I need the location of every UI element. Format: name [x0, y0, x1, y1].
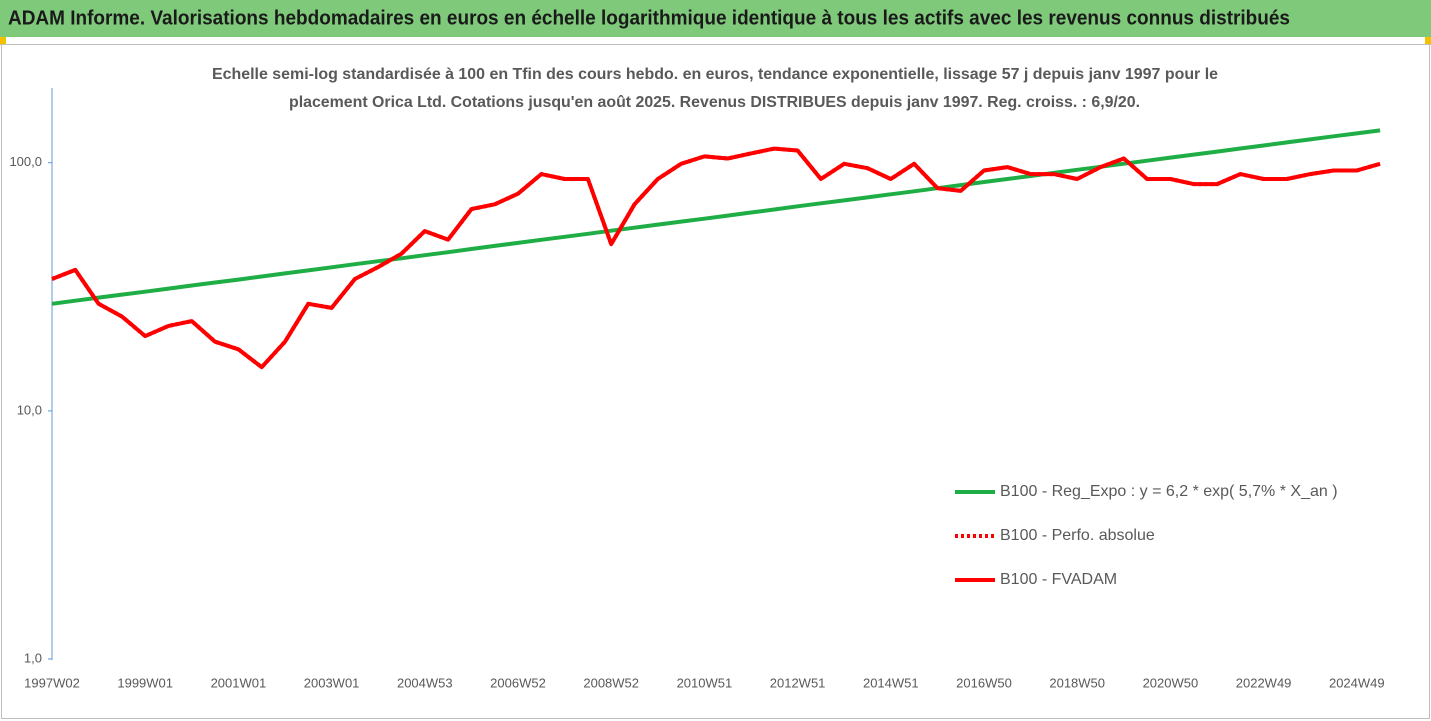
x-tick-label: 2024W49 [1329, 675, 1385, 690]
series-line [51, 128, 1381, 306]
x-tick-label: 2020W50 [1143, 675, 1199, 690]
x-tick-label: 2004W53 [397, 675, 453, 690]
x-tick-label: 2008W52 [583, 675, 639, 690]
series-line [51, 146, 1381, 370]
chart-subtitle: Echelle semi-log standardisée à 100 en T… [212, 66, 1218, 83]
y-tick-label: 1,0 [24, 650, 42, 665]
x-tick-label: 2022W49 [1236, 675, 1292, 690]
legend-label: B100 - FVADAM [1000, 571, 1117, 588]
x-tick-label: 2018W50 [1049, 675, 1105, 690]
x-tick-label: 2014W51 [863, 675, 919, 690]
x-tick-label: 2001W01 [211, 675, 267, 690]
x-tick-label: 1999W01 [117, 675, 173, 690]
x-tick-label: 2003W01 [304, 675, 360, 690]
x-tick-label: 2006W52 [490, 675, 546, 690]
legend-label: B100 - Perfo. absolue [1000, 527, 1155, 544]
chart-frame [1, 44, 1430, 719]
corner-mark [0, 37, 6, 45]
header-bar [0, 0, 1431, 37]
x-tick-label: 2016W50 [956, 675, 1012, 690]
x-tick-label: 2012W51 [770, 675, 826, 690]
corner-mark [1425, 37, 1431, 45]
y-tick-label: 10,0 [17, 402, 42, 417]
y-tick-label: 100,0 [9, 154, 42, 169]
chart-title: ADAM Informe. Valorisations hebdomadaire… [8, 7, 1290, 29]
legend-label: B100 - Reg_Expo : y = 6,2 * exp( 5,7% * … [1000, 483, 1338, 500]
x-tick-label: 1997W02 [24, 675, 80, 690]
chart-subtitle: placement Orica Ltd. Cotations jusqu'en … [289, 94, 1140, 111]
x-tick-label: 2010W51 [677, 675, 733, 690]
